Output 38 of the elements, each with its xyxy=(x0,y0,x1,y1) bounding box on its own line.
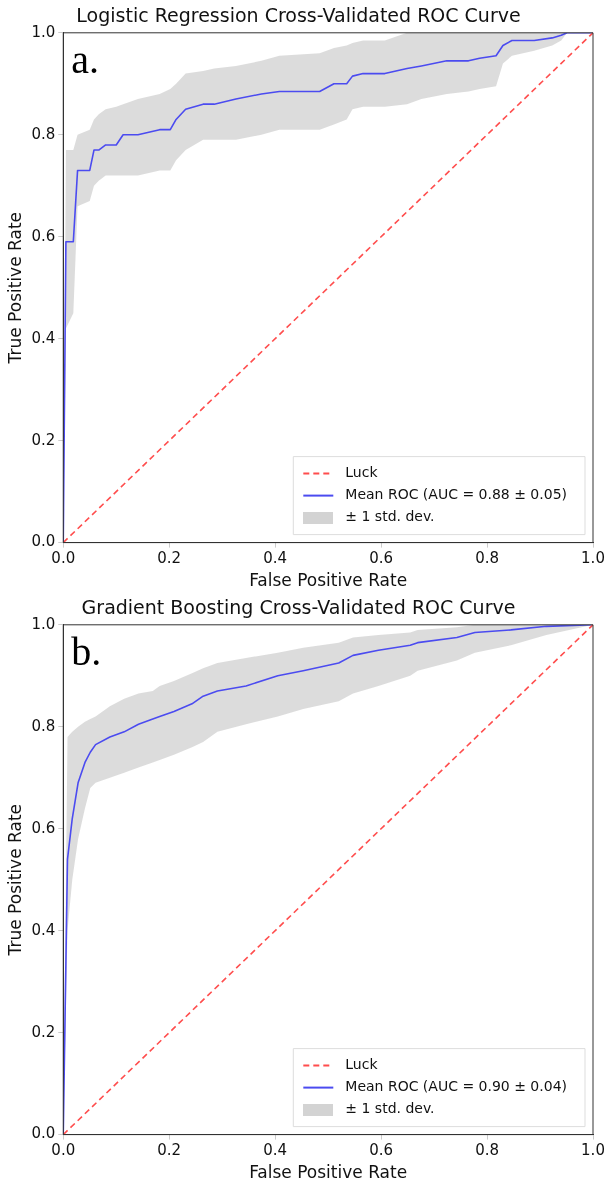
x-tick-label: 0.4 xyxy=(263,1141,288,1160)
y-axis-title: True Positive Rate xyxy=(4,211,25,365)
x-tick-label: 0.6 xyxy=(369,1141,394,1160)
y-tick-label: 0.4 xyxy=(31,328,56,347)
y-tick-label: 0.4 xyxy=(31,920,56,939)
x-tick-label: 0.0 xyxy=(51,549,76,568)
x-tick-label: 0.2 xyxy=(157,1141,182,1160)
x-tick-label: 0.0 xyxy=(51,1141,76,1160)
y-tick-label: 0.2 xyxy=(31,1022,56,1041)
y-tick-label: 0.0 xyxy=(31,1124,56,1143)
x-tick-label: 1.0 xyxy=(581,549,605,568)
y-tick-label: 0.6 xyxy=(31,818,56,837)
y-tick-label: 1.0 xyxy=(31,22,56,41)
legend-label: Mean ROC (AUC = 0.88 ± 0.05) xyxy=(345,486,568,503)
x-tick-label: 0.8 xyxy=(475,549,499,568)
annotation: ± 1 std. dev. xyxy=(345,1100,435,1117)
y-axis-title: True Positive Rate xyxy=(4,803,25,957)
annotation: a. xyxy=(71,37,100,83)
legend-label: Luck xyxy=(345,464,379,481)
chart-title: Gradient Boosting Cross-Validated ROC Curve xyxy=(81,596,516,619)
annotation: b. xyxy=(71,629,102,675)
legend-label: Luck xyxy=(345,1056,379,1073)
annotation: ± 1 std. dev. xyxy=(345,508,435,525)
x-tick-label: 0.8 xyxy=(475,1141,499,1160)
x-axis-title: False Positive Rate xyxy=(249,570,408,591)
x-tick-label: 1.0 xyxy=(581,1141,605,1160)
x-tick-label: 0.6 xyxy=(369,549,394,568)
y-tick-label: 0.6 xyxy=(31,226,56,245)
y-tick-label: 1.0 xyxy=(31,614,56,633)
x-tick-label: 0.4 xyxy=(263,549,288,568)
chart-title: Logistic Regression Cross-Validated ROC Curve xyxy=(76,4,521,27)
y-tick-label: 0.2 xyxy=(31,430,56,449)
x-tick-label: 0.2 xyxy=(157,549,182,568)
legend-label: Mean ROC (AUC = 0.90 ± 0.04) xyxy=(345,1078,568,1095)
x-axis-title: False Positive Rate xyxy=(249,1162,408,1183)
y-tick-label: 0.0 xyxy=(31,532,56,551)
y-tick-label: 0.8 xyxy=(31,124,56,143)
y-tick-label: 0.8 xyxy=(31,716,56,735)
